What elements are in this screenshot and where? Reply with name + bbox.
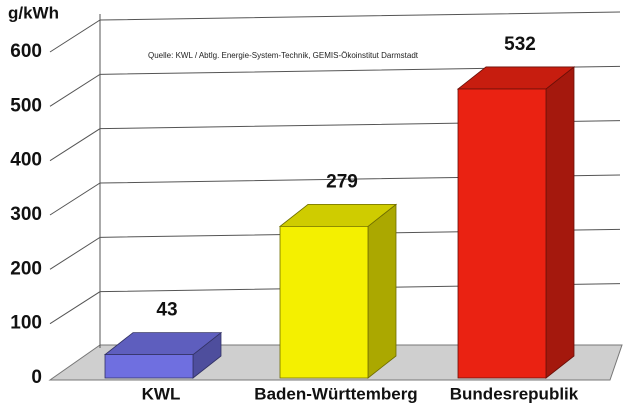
y-tick-label: 400 [10, 150, 42, 171]
y-tick-label: 300 [10, 204, 42, 225]
value-label: 279 [326, 171, 358, 192]
x-tick-label: Bundesrepublik [450, 384, 579, 403]
value-label: 532 [504, 34, 536, 55]
x-tick-label: KWL [142, 384, 181, 403]
grid-line [49, 174, 621, 216]
value-label: 43 [156, 300, 177, 321]
bar-face [457, 88, 547, 379]
grid-line [49, 11, 621, 53]
y-axis-label: g/kWh [8, 3, 59, 22]
grid-line [49, 120, 621, 162]
bar-face [104, 354, 194, 379]
y-tick-label: 500 [10, 95, 42, 116]
y-tick-label: 0 [31, 367, 42, 388]
bar [456, 66, 576, 379]
grid-line [49, 65, 621, 107]
y-tick-label: 600 [10, 41, 42, 62]
y-tick-label: 200 [10, 258, 42, 279]
annotation: Quelle: KWL / Abtlg. Energie-System-Tech… [148, 51, 419, 60]
grid-line [49, 228, 621, 270]
grid-line [49, 283, 621, 325]
bar-face [545, 66, 575, 379]
bar [278, 203, 398, 379]
y-tick-label: 100 [10, 313, 42, 334]
bar-face [367, 203, 397, 379]
bar-face [279, 226, 369, 379]
bar [103, 331, 223, 379]
x-tick-label: Baden-Württemberg [254, 384, 417, 403]
